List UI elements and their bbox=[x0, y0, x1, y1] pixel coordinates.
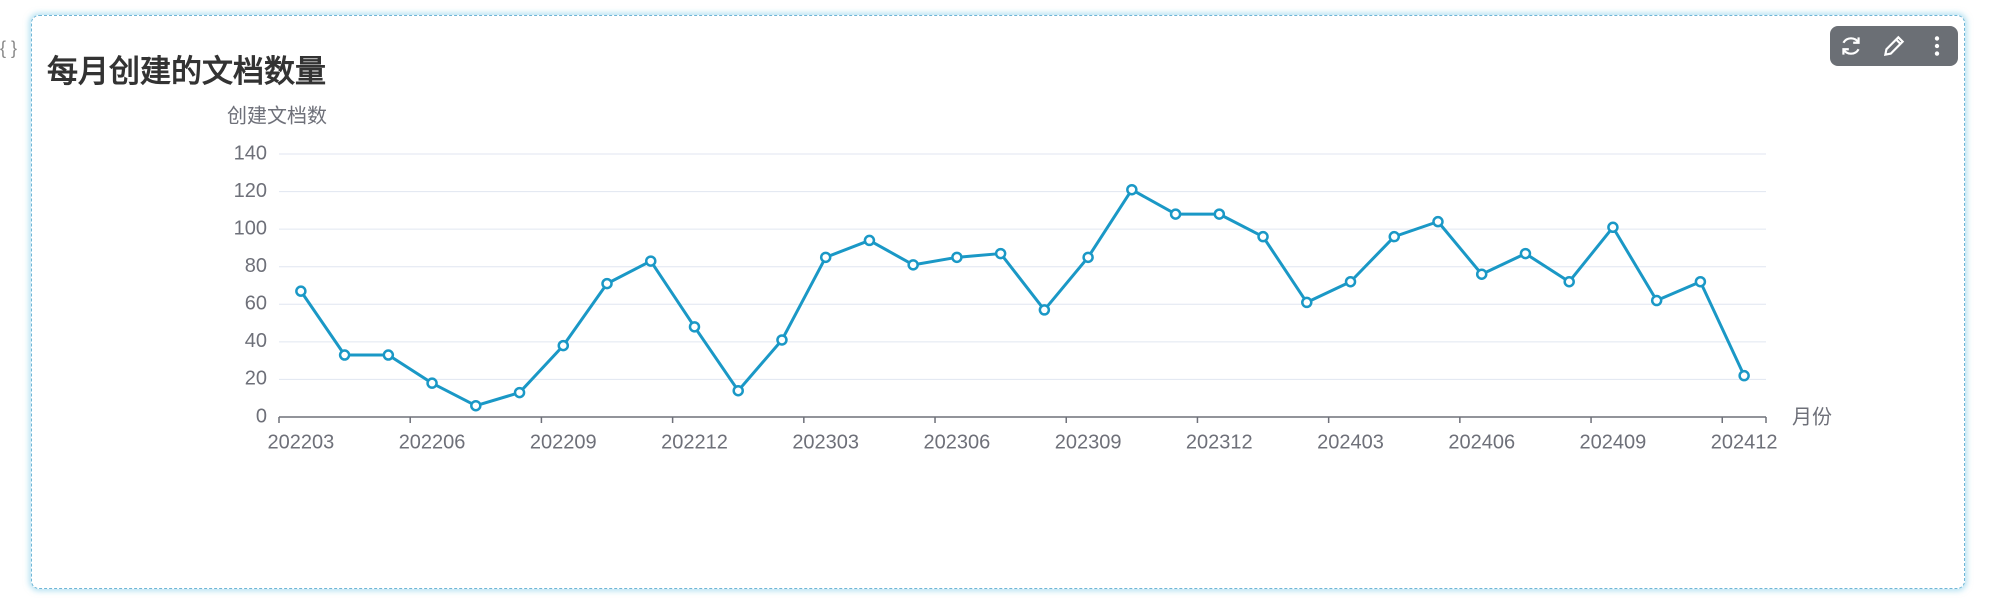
edit-button[interactable] bbox=[1881, 33, 1907, 59]
toolbar bbox=[1830, 26, 1958, 66]
corner-label: { } bbox=[0, 38, 18, 58]
chart-card bbox=[31, 15, 1965, 589]
refresh-button[interactable] bbox=[1838, 33, 1864, 59]
more-button[interactable] bbox=[1924, 33, 1950, 59]
